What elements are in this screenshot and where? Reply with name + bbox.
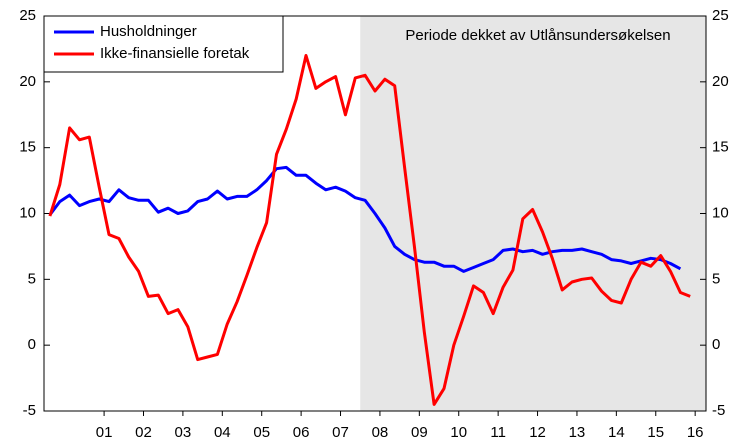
x-tick-label: 11 bbox=[490, 424, 506, 441]
x-tick-label: 03 bbox=[175, 424, 192, 441]
x-tick-label: 07 bbox=[332, 424, 349, 441]
legend-label: Husholdninger bbox=[100, 23, 197, 40]
plot-frame bbox=[43, 15, 707, 412]
x-tick-label: 02 bbox=[135, 424, 152, 441]
y2-tick-label: 0 bbox=[712, 336, 720, 353]
y-tick-label: 5 bbox=[28, 270, 36, 287]
y-tick-label: 0 bbox=[28, 336, 36, 353]
series-line bbox=[48, 54, 691, 406]
legend-label: Ikke-finansielle foretak bbox=[100, 45, 250, 62]
y-tick-label: -5 bbox=[23, 402, 36, 419]
y2-tick-label: 15 bbox=[712, 139, 729, 156]
x-tick-label: 16 bbox=[687, 424, 704, 441]
x-tick-label: 15 bbox=[647, 424, 664, 441]
y-tick-label: 10 bbox=[19, 204, 36, 221]
x-tick-label: 04 bbox=[214, 424, 231, 441]
x-tick-label: 10 bbox=[450, 424, 467, 441]
y2-tick-label: 20 bbox=[712, 73, 729, 90]
legend-box bbox=[43, 15, 284, 73]
y2-tick-label: 25 bbox=[712, 7, 729, 24]
series-line bbox=[48, 165, 682, 273]
x-tick-label: 12 bbox=[529, 424, 546, 441]
y2-tick-label: 5 bbox=[712, 270, 720, 287]
x-tick-label: 01 bbox=[96, 424, 113, 441]
x-tick-label: 08 bbox=[372, 424, 389, 441]
annotation: Periode dekket av Utlånsundersøkelsen bbox=[405, 27, 670, 44]
x-tick-label: 06 bbox=[293, 424, 310, 441]
y-tick-label: 25 bbox=[19, 7, 36, 24]
x-tick-label: 05 bbox=[253, 424, 270, 441]
y2-tick-label: -5 bbox=[712, 402, 725, 419]
y-tick-label: 20 bbox=[19, 73, 36, 90]
y2-tick-label: 10 bbox=[712, 204, 729, 221]
x-tick-label: 14 bbox=[608, 424, 625, 441]
y-tick-label: 15 bbox=[19, 139, 36, 156]
x-tick-label: 09 bbox=[411, 424, 428, 441]
x-tick-label: 13 bbox=[569, 424, 586, 441]
